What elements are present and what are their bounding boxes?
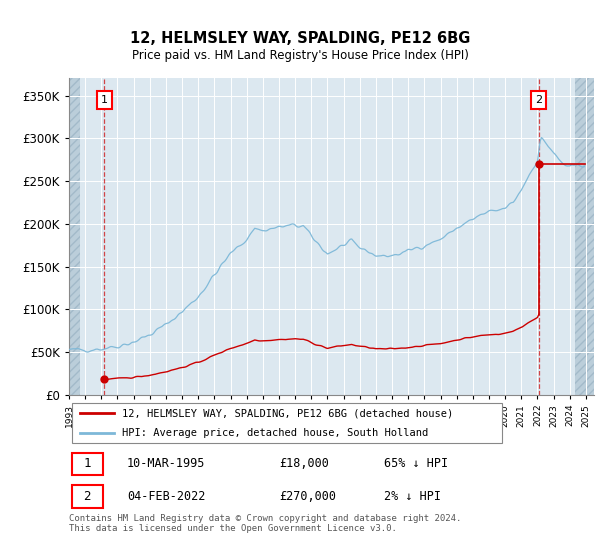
Bar (71, 486, 103, 508)
Text: 12, HELMSLEY WAY, SPALDING, PE12 6BG: 12, HELMSLEY WAY, SPALDING, PE12 6BG (130, 31, 470, 46)
Text: 04-FEB-2022: 04-FEB-2022 (127, 490, 205, 503)
Bar (71, 452, 103, 475)
FancyBboxPatch shape (71, 403, 502, 444)
Text: 1: 1 (83, 457, 91, 470)
Text: Price paid vs. HM Land Registry's House Price Index (HPI): Price paid vs. HM Land Registry's House … (131, 49, 469, 62)
Text: £18,000: £18,000 (279, 457, 329, 470)
Text: 1: 1 (101, 95, 108, 105)
Text: £270,000: £270,000 (279, 490, 336, 503)
Text: 65% ↓ HPI: 65% ↓ HPI (384, 457, 448, 470)
Text: 10-MAR-1995: 10-MAR-1995 (127, 457, 205, 470)
Text: 12, HELMSLEY WAY, SPALDING, PE12 6BG (detached house): 12, HELMSLEY WAY, SPALDING, PE12 6BG (de… (121, 408, 453, 418)
Text: 2% ↓ HPI: 2% ↓ HPI (384, 490, 441, 503)
Text: HPI: Average price, detached house, South Holland: HPI: Average price, detached house, Sout… (121, 428, 428, 438)
Text: 2: 2 (535, 95, 542, 105)
Text: 2: 2 (83, 490, 91, 503)
Text: Contains HM Land Registry data © Crown copyright and database right 2024.
This d: Contains HM Land Registry data © Crown c… (69, 514, 461, 534)
